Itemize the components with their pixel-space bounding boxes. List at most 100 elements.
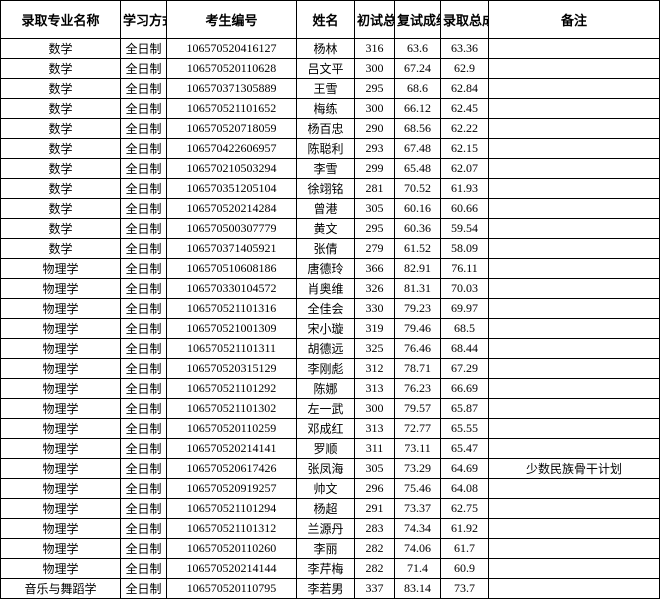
cell-note xyxy=(489,519,660,539)
cell-s2: 74.34 xyxy=(395,519,441,539)
table-row: 物理学全日制106570521101311胡德远32576.4668.44 xyxy=(1,339,660,359)
cell-major: 数学 xyxy=(1,239,121,259)
cell-note xyxy=(489,319,660,339)
cell-major: 音乐与舞蹈学 xyxy=(1,579,121,599)
cell-mode: 全日制 xyxy=(121,59,167,79)
cell-note xyxy=(489,39,660,59)
cell-s1: 295 xyxy=(355,79,395,99)
cell-id: 106570330104572 xyxy=(167,279,297,299)
cell-name: 肖奥维 xyxy=(297,279,355,299)
cell-id: 106570521001309 xyxy=(167,319,297,339)
header-note: 备注 xyxy=(489,1,660,39)
cell-mode: 全日制 xyxy=(121,339,167,359)
cell-note xyxy=(489,479,660,499)
cell-total: 69.97 xyxy=(441,299,489,319)
cell-total: 64.08 xyxy=(441,479,489,499)
cell-total: 62.75 xyxy=(441,499,489,519)
cell-name: 梅练 xyxy=(297,99,355,119)
cell-mode: 全日制 xyxy=(121,199,167,219)
cell-mode: 全日制 xyxy=(121,519,167,539)
cell-major: 物理学 xyxy=(1,499,121,519)
cell-major: 物理学 xyxy=(1,359,121,379)
cell-s1: 283 xyxy=(355,519,395,539)
cell-name: 李若男 xyxy=(297,579,355,599)
cell-major: 数学 xyxy=(1,219,121,239)
admission-table: 录取专业名称 学习方式 考生编号 姓名 初试总分 复试成绩 录取总成绩 备注 数… xyxy=(0,0,660,599)
cell-s1: 279 xyxy=(355,239,395,259)
cell-note xyxy=(489,279,660,299)
table-row: 物理学全日制106570521001309宋小璇31979.4668.5 xyxy=(1,319,660,339)
cell-id: 106570520110795 xyxy=(167,579,297,599)
cell-s1: 293 xyxy=(355,139,395,159)
cell-id: 106570521101302 xyxy=(167,399,297,419)
cell-s2: 76.46 xyxy=(395,339,441,359)
cell-mode: 全日制 xyxy=(121,159,167,179)
cell-name: 徐翊铭 xyxy=(297,179,355,199)
cell-id: 106570520919257 xyxy=(167,479,297,499)
cell-note xyxy=(489,79,660,99)
table-header-row: 录取专业名称 学习方式 考生编号 姓名 初试总分 复试成绩 录取总成绩 备注 xyxy=(1,1,660,39)
cell-s1: 300 xyxy=(355,59,395,79)
cell-s2: 60.36 xyxy=(395,219,441,239)
cell-note xyxy=(489,239,660,259)
cell-major: 数学 xyxy=(1,199,121,219)
cell-name: 罗顺 xyxy=(297,439,355,459)
cell-total: 65.87 xyxy=(441,399,489,419)
cell-note xyxy=(489,559,660,579)
cell-total: 60.9 xyxy=(441,559,489,579)
cell-name: 杨百忠 xyxy=(297,119,355,139)
cell-s2: 70.52 xyxy=(395,179,441,199)
cell-mode: 全日制 xyxy=(121,419,167,439)
cell-note xyxy=(489,339,660,359)
cell-total: 62.9 xyxy=(441,59,489,79)
cell-major: 物理学 xyxy=(1,559,121,579)
cell-s1: 366 xyxy=(355,259,395,279)
table-row: 物理学全日制106570520919257帅文29675.4664.08 xyxy=(1,479,660,499)
table-row: 物理学全日制106570520214144李芹梅28271.460.9 xyxy=(1,559,660,579)
cell-s2: 73.29 xyxy=(395,459,441,479)
table-row: 物理学全日制106570520214141罗顺31173.1165.47 xyxy=(1,439,660,459)
cell-s2: 73.37 xyxy=(395,499,441,519)
cell-major: 数学 xyxy=(1,179,121,199)
header-name: 姓名 xyxy=(297,1,355,39)
table-row: 数学全日制106570210503294李雪29965.4862.07 xyxy=(1,159,660,179)
cell-s1: 326 xyxy=(355,279,395,299)
cell-id: 106570520214284 xyxy=(167,199,297,219)
cell-s1: 295 xyxy=(355,219,395,239)
table-row: 数学全日制106570351205104徐翊铭28170.5261.93 xyxy=(1,179,660,199)
cell-name: 唐德玲 xyxy=(297,259,355,279)
cell-major: 物理学 xyxy=(1,459,121,479)
cell-mode: 全日制 xyxy=(121,279,167,299)
cell-major: 物理学 xyxy=(1,319,121,339)
header-s2: 复试成绩 xyxy=(395,1,441,39)
cell-note xyxy=(489,179,660,199)
cell-total: 62.07 xyxy=(441,159,489,179)
cell-mode: 全日制 xyxy=(121,539,167,559)
cell-s2: 83.14 xyxy=(395,579,441,599)
table-row: 音乐与舞蹈学全日制106570520110795李若男33783.1473.7 xyxy=(1,579,660,599)
table-row: 物理学全日制106570520110260李丽28274.0661.7 xyxy=(1,539,660,559)
table-row: 数学全日制106570521101652梅练30066.1262.45 xyxy=(1,99,660,119)
cell-total: 58.09 xyxy=(441,239,489,259)
cell-mode: 全日制 xyxy=(121,399,167,419)
cell-mode: 全日制 xyxy=(121,479,167,499)
table-row: 物理学全日制106570521101302左一武30079.5765.87 xyxy=(1,399,660,419)
cell-id: 106570520617426 xyxy=(167,459,297,479)
cell-s2: 74.06 xyxy=(395,539,441,559)
cell-total: 70.03 xyxy=(441,279,489,299)
cell-s1: 316 xyxy=(355,39,395,59)
cell-id: 106570371405921 xyxy=(167,239,297,259)
cell-s1: 305 xyxy=(355,199,395,219)
cell-s2: 66.12 xyxy=(395,99,441,119)
cell-id: 106570520416127 xyxy=(167,39,297,59)
cell-s2: 65.48 xyxy=(395,159,441,179)
cell-id: 106570520110260 xyxy=(167,539,297,559)
cell-s2: 79.23 xyxy=(395,299,441,319)
cell-note xyxy=(489,439,660,459)
cell-id: 106570521101312 xyxy=(167,519,297,539)
table-row: 物理学全日制106570510608186唐德玲36682.9176.11 xyxy=(1,259,660,279)
cell-total: 62.84 xyxy=(441,79,489,99)
cell-mode: 全日制 xyxy=(121,219,167,239)
cell-total: 60.66 xyxy=(441,199,489,219)
cell-total: 68.5 xyxy=(441,319,489,339)
